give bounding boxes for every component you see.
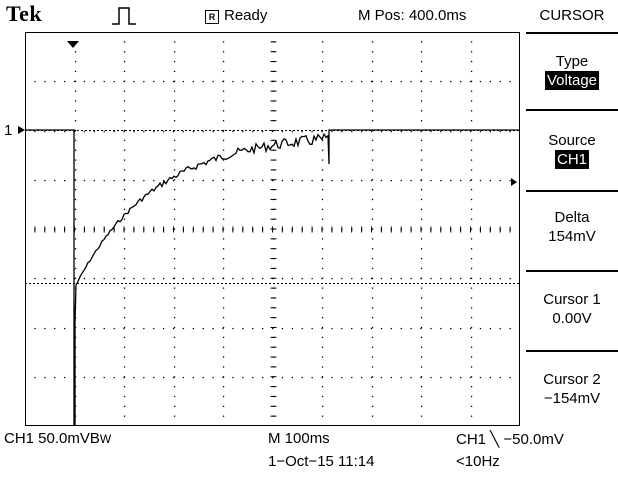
acq-state-text: Ready [224, 7, 268, 24]
channel-1-marker: 1 [4, 122, 12, 139]
menu-item-delta[interactable]: Delta 154mV [526, 190, 618, 270]
ch1-waveform [25, 129, 520, 426]
menu-item-source-label: Source [548, 132, 596, 149]
channel-1-marker-label: 1 [4, 122, 13, 139]
ch1-ground-arrow-icon [18, 126, 25, 134]
ch1-scale-text: CH1 50.0mVB [4, 430, 100, 447]
menu-item-cursor-2-label: Cursor 2 [543, 371, 601, 388]
menu-item-type[interactable]: Type Voltage [526, 32, 618, 109]
menu-title: CURSOR [539, 7, 605, 24]
menu-item-cursor-2[interactable]: Cursor 2 −154mV [526, 350, 618, 430]
timebase-readout: M 100ms [268, 430, 330, 447]
waveform-display [25, 32, 520, 426]
main-position-readout: M Pos: 400.0ms [358, 7, 467, 24]
brand-logo: Tek [6, 1, 43, 26]
menu-item-source[interactable]: Source CH1 [526, 109, 618, 190]
bandwidth-limit-suffix: W [99, 432, 112, 446]
trigger-frequency-readout: <10Hz [456, 453, 500, 470]
date-time-readout: 1−Oct−15 11:14 [268, 453, 375, 470]
menu-item-delta-value: 154mV [548, 228, 596, 245]
menu-item-cursor-1-label: Cursor 1 [543, 291, 601, 308]
cursor-menu: CURSOR Type Voltage Source CH1 Delta 154… [526, 0, 618, 477]
menu-item-type-value: Voltage [544, 71, 600, 90]
pulse-trigger-icon [112, 7, 136, 25]
menu-item-source-value: CH1 [554, 150, 589, 169]
ch1-scale-readout: CH1 50.0mVBW [4, 430, 111, 447]
menu-item-cursor-1[interactable]: Cursor 1 0.00V [526, 270, 618, 350]
trigger-readout: CH1 ╲ −50.0mV [456, 431, 564, 448]
menu-item-cursor-2-value: −154mV [543, 390, 601, 407]
menu-item-type-label: Type [555, 53, 589, 70]
menu-item-cursor-1-value: 0.00V [552, 310, 592, 327]
acq-state-badge: R [205, 10, 219, 24]
trigger-position-marker [67, 41, 79, 48]
menu-item-delta-label: Delta [554, 209, 590, 226]
graticule-grid [25, 32, 520, 417]
graticule-svg [25, 32, 520, 426]
trigger-level-marker [511, 178, 517, 186]
